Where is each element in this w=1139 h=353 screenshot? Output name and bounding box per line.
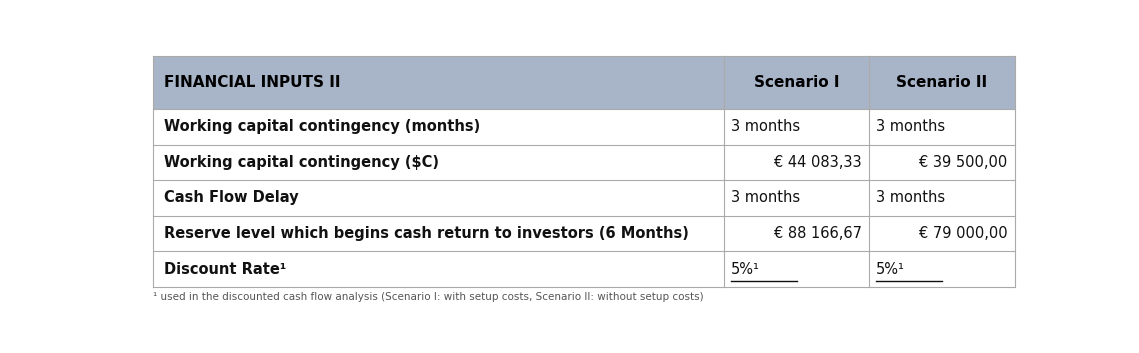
Text: Scenario II: Scenario II — [896, 75, 988, 90]
Text: € 88 166,67: € 88 166,67 — [773, 226, 862, 241]
Text: 5%¹: 5%¹ — [876, 262, 904, 277]
Text: Cash Flow Delay: Cash Flow Delay — [164, 191, 298, 205]
Text: Working capital contingency (months): Working capital contingency (months) — [164, 119, 480, 134]
Text: 3 months: 3 months — [876, 119, 945, 134]
Text: Scenario I: Scenario I — [754, 75, 839, 90]
Text: 3 months: 3 months — [876, 191, 945, 205]
Text: € 39 500,00: € 39 500,00 — [919, 155, 1008, 170]
Text: € 79 000,00: € 79 000,00 — [919, 226, 1008, 241]
Text: ¹ used in the discounted cash flow analysis (Scenario I: with setup costs, Scena: ¹ used in the discounted cash flow analy… — [153, 292, 704, 303]
Text: 3 months: 3 months — [731, 191, 801, 205]
Text: 5%¹: 5%¹ — [731, 262, 760, 277]
Text: FINANCIAL INPUTS II: FINANCIAL INPUTS II — [164, 75, 341, 90]
Text: Reserve level which begins cash return to investors (6 Months): Reserve level which begins cash return t… — [164, 226, 688, 241]
Text: Discount Rate¹: Discount Rate¹ — [164, 262, 286, 277]
Text: Working capital contingency ($C): Working capital contingency ($C) — [164, 155, 439, 170]
Text: € 44 083,33: € 44 083,33 — [775, 155, 862, 170]
Text: 3 months: 3 months — [731, 119, 801, 134]
